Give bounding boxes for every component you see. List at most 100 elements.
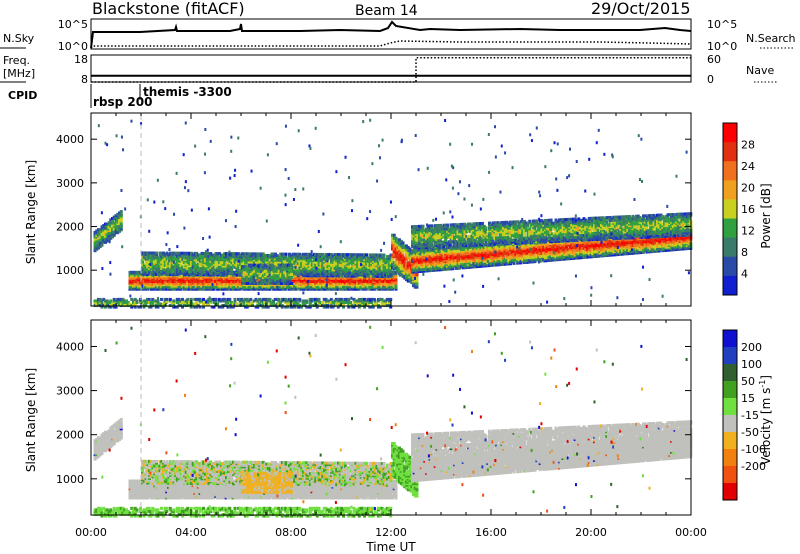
power-cell	[342, 281, 345, 285]
power-cell	[219, 283, 223, 287]
power-cell	[283, 278, 286, 282]
power-cell	[162, 268, 165, 272]
power-cell	[245, 286, 249, 290]
power-cell	[458, 261, 462, 265]
power-cell	[174, 276, 177, 280]
power-cell	[221, 262, 225, 266]
power-cell	[347, 268, 351, 272]
power-cell	[175, 280, 179, 284]
power-cell	[202, 283, 205, 287]
power-cell	[408, 274, 412, 278]
power-cell	[411, 255, 414, 259]
power-cell	[247, 253, 251, 257]
power-cell	[216, 286, 219, 290]
power-cell	[392, 270, 396, 274]
power-cell	[382, 256, 386, 260]
power-cell	[182, 281, 186, 285]
power-cell	[263, 280, 267, 284]
power-cell	[465, 259, 469, 263]
power-cell	[97, 237, 100, 241]
power-cell	[100, 243, 104, 247]
power-cell	[177, 257, 181, 261]
power-cell	[239, 261, 242, 265]
power-cell	[293, 287, 296, 291]
power-cell	[396, 250, 400, 254]
power-cell	[319, 272, 323, 276]
power-cell	[111, 224, 114, 228]
power-cell	[324, 266, 328, 270]
power-cell	[433, 257, 437, 261]
power-cell	[161, 287, 165, 291]
power-cell	[98, 240, 102, 244]
power-cell	[235, 283, 239, 287]
power-cell	[370, 254, 374, 258]
power-cell	[235, 275, 239, 279]
power-cell	[460, 248, 463, 252]
power-cell	[421, 260, 425, 264]
power-cell	[426, 247, 430, 251]
power-cell	[231, 287, 235, 291]
power-cell	[364, 278, 368, 282]
power-cell	[181, 281, 184, 285]
power-cell	[274, 274, 278, 278]
power-cell	[444, 267, 448, 271]
power-cell	[432, 258, 435, 262]
power-cell	[169, 265, 172, 269]
power-cell	[399, 244, 403, 248]
power-cell	[408, 268, 412, 272]
power-cell	[241, 265, 244, 269]
power-cell	[174, 280, 177, 284]
power-cell	[141, 268, 144, 272]
power-cell	[391, 255, 394, 259]
power-cell	[102, 236, 106, 240]
power-cell	[251, 287, 254, 291]
power-cell	[301, 278, 305, 282]
power-cell	[272, 275, 276, 279]
power-cell	[477, 263, 481, 267]
power-cell	[119, 217, 123, 221]
power-cell	[503, 262, 507, 266]
power-cell	[321, 287, 324, 291]
power-cell	[219, 270, 223, 274]
power-cell	[153, 257, 157, 261]
power-cell	[202, 271, 206, 275]
power-cell	[260, 270, 263, 274]
power-cell	[344, 270, 347, 274]
power-cell	[482, 259, 486, 263]
power-cell	[146, 284, 149, 288]
power-cell	[398, 253, 401, 257]
power-cell	[329, 283, 333, 287]
power-cell	[214, 283, 218, 287]
power-cell	[228, 273, 232, 277]
power-cell	[335, 262, 339, 266]
power-cell	[380, 273, 384, 277]
power-cell	[267, 266, 271, 270]
power-cell	[167, 281, 170, 285]
power-cell	[128, 278, 132, 282]
power-cell	[412, 262, 416, 266]
power-cell	[219, 255, 223, 259]
power-cell	[392, 236, 396, 240]
power-cell	[230, 276, 233, 280]
power-cell	[342, 276, 345, 280]
power-cell	[172, 271, 176, 275]
power-cell	[97, 238, 100, 242]
power-cell	[357, 287, 361, 291]
power-cell	[132, 286, 135, 290]
power-cell	[160, 251, 164, 255]
power-cell	[305, 283, 309, 287]
power-cell	[254, 255, 258, 259]
power-cell	[345, 287, 349, 291]
power-cell	[392, 264, 396, 268]
power-cell	[221, 271, 225, 275]
power-cell	[354, 283, 358, 287]
power-cell	[460, 257, 463, 261]
power-cell	[363, 253, 367, 257]
power-cell	[174, 256, 178, 260]
power-cell	[335, 268, 339, 272]
power-cell	[412, 256, 416, 260]
power-cell	[235, 286, 239, 290]
power-cell	[216, 276, 219, 280]
power-cell	[453, 251, 456, 255]
power-cell	[303, 265, 307, 269]
